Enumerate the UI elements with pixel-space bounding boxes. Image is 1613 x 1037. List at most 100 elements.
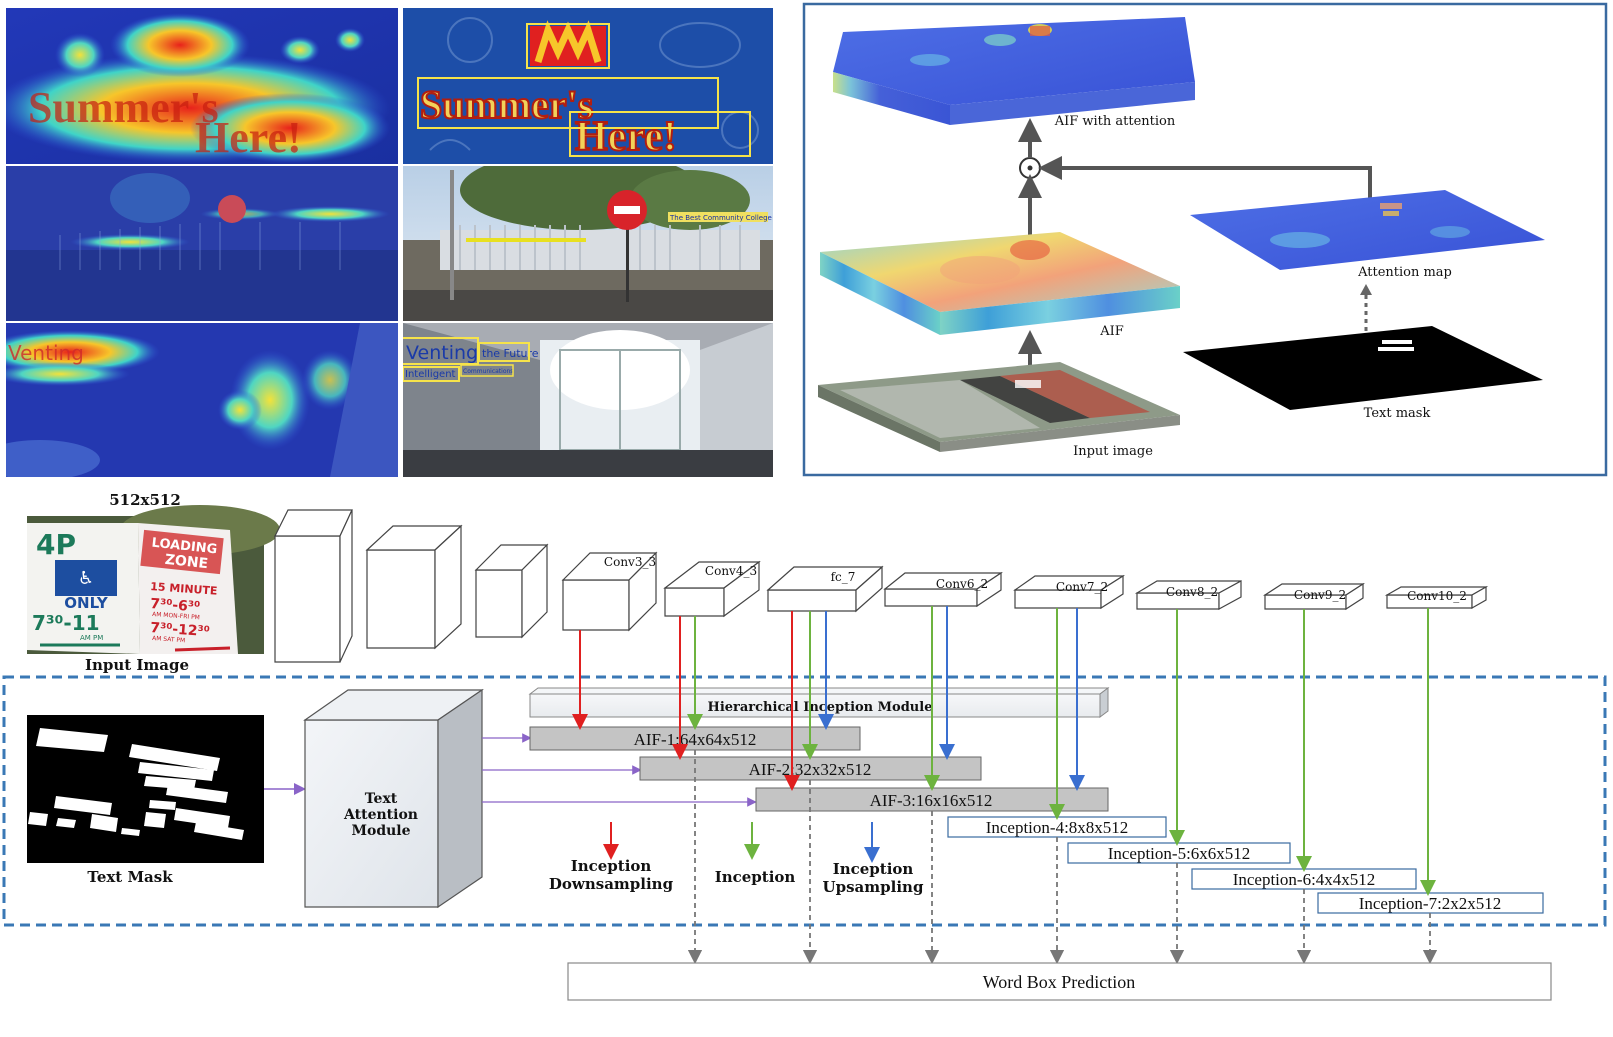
aif-1-label: AIF-1:64x64x512 [634, 730, 757, 749]
heatmap-corridor: Venting [6, 323, 398, 477]
aif-slab [820, 232, 1180, 335]
heatmap-here-text: Here! [195, 113, 302, 162]
text-mask-image [27, 715, 264, 863]
mcdonalds-logo [530, 20, 606, 66]
heatmap-summer-text: Summer's [28, 83, 219, 132]
legend-down-1: Inception [571, 857, 652, 875]
word-box-prediction-box [567, 962, 1552, 1001]
block-1 [274, 509, 353, 663]
attention-map-label: Attention map [1357, 265, 1452, 280]
backbone-blocks [274, 509, 1489, 663]
network-diagram: 512x512 4P ♿ ONLY 7³⁰-11 AM PM LOADING Z… [2, 491, 1607, 1001]
sign-day2: AM SAT PM [152, 635, 186, 644]
block-conv7-2 [1013, 574, 1126, 610]
board-text: The Best Community College [669, 214, 772, 222]
aif-label: AIF [1099, 324, 1124, 339]
block-conv4-3 [663, 560, 761, 618]
input-sign-image: 4P ♿ ONLY 7³⁰-11 AM PM LOADING ZONE 15 M… [27, 505, 280, 654]
block-conv6-2 [883, 571, 1003, 608]
layer-label-conv4-3: Conv4_3 [705, 564, 757, 578]
heatmap-summer-sign: Summer's Here! [6, 8, 398, 164]
aif-attention-label: AIF with attention [1054, 114, 1176, 129]
sign-time-left: 7³⁰-11 [32, 611, 100, 635]
layer-label-conv8-2: Conv8_2 [1166, 585, 1218, 599]
layer-label-conv7-2: Conv7_2 [1056, 580, 1108, 594]
multiply-dot [1027, 165, 1033, 171]
inception-arrows [687, 606, 1436, 896]
photo-grid: Summer's Here! Summer's Here! [6, 8, 773, 477]
det-box-logo [526, 23, 610, 69]
input-image-slab [818, 362, 1180, 452]
legend-up-1: Inception [833, 860, 914, 878]
text-mask-label: Text mask [1364, 406, 1431, 421]
sign-day1: AM MON-FRI PM [152, 611, 200, 621]
block-conv9-2 [1262, 582, 1366, 611]
word-box-prediction-label: Word Box Prediction [983, 972, 1136, 992]
tam-line-1: Text [365, 791, 398, 807]
hierarchical-inception-module [528, 687, 1110, 718]
block-conv8-2 [1134, 579, 1242, 611]
block-fc7 [766, 565, 884, 613]
sign-time1: 7³⁰-6³⁰ [150, 596, 201, 615]
layer-label-fc7: fc_7 [831, 570, 856, 584]
block-conv10-2 [1384, 585, 1489, 610]
photo-fence: The Best Community College [403, 166, 773, 321]
downsampling-arrows [572, 611, 800, 791]
dotted-link-up-arrow [1360, 284, 1372, 295]
inception-4-label: Inception-4:8x8x512 [986, 818, 1129, 837]
layer-label-conv9-2: Conv9_2 [1294, 588, 1346, 602]
photo-corridor: Venting the Future Intelligent Communica… [403, 323, 773, 477]
sign-minute: 15 MINUTE [150, 580, 218, 598]
inception-6-label: Inception-6:4x4x512 [1233, 870, 1376, 889]
attention-map-slab [1190, 190, 1545, 270]
tam-line-2: Attention [343, 807, 418, 823]
block-2 [365, 524, 463, 650]
aif-attention-slab [833, 17, 1195, 125]
venting-text: Venting [406, 342, 478, 364]
detection-here-text: Here! [575, 114, 677, 160]
hierarchical-label: Hierarchical Inception Module [708, 700, 933, 715]
sign-4p: 4P [36, 528, 76, 561]
layer-label-conv6-2: Conv6_2 [936, 577, 988, 591]
inception-5-label: Inception-5:6x6x512 [1108, 844, 1251, 863]
heatmap-fence [6, 166, 398, 321]
detection-summer-text: Summer's [420, 82, 593, 127]
tam-line-3: Module [351, 823, 410, 839]
wheelchair-icon: ♿ [78, 568, 94, 589]
sign-time-left-ampm: AM PM [80, 634, 103, 642]
det-box-summer [417, 77, 719, 129]
input-size-label: 512x512 [109, 491, 181, 509]
sign-zone: ZONE [164, 552, 209, 572]
heatmap-venting-text: Venting [8, 341, 84, 365]
intelligent-text: Intelligent [405, 369, 456, 380]
layer-labels: Conv3_3 Conv4_3 fc_7 Conv6_2 Conv7_2 Con… [604, 555, 1467, 603]
text-attention-module [303, 688, 484, 909]
legend-down-2: Downsampling [549, 875, 674, 893]
future-text: the Future [482, 347, 539, 360]
layer-label-conv3-3: Conv3_3 [604, 555, 656, 569]
communications-text: Communications [463, 368, 513, 375]
input-image-caption: Input Image [85, 656, 189, 674]
legend: Inception Downsampling Inception Incepti… [549, 822, 924, 896]
prediction-arrows [687, 750, 1438, 965]
aif-2-label: AIF-2:32x32x512 [749, 760, 872, 779]
sign-right-arrow [174, 646, 231, 652]
legend-inception: Inception [715, 868, 796, 886]
aif-3-label: AIF-3:16x16x512 [870, 791, 993, 810]
text-mask-slab [1183, 326, 1543, 410]
layer-label-conv10-2: Conv10_2 [1407, 589, 1467, 603]
attention-panel: AIF with attention AIF Attention map [802, 2, 1608, 477]
text-mask-caption: Text Mask [87, 868, 173, 886]
sign-only: ONLY [64, 594, 109, 612]
attention-module-frame [2, 675, 1607, 927]
sign-time2: 7³⁰-12³⁰ [150, 620, 211, 640]
upsampling-arrows [818, 606, 1085, 791]
detection-summer-sign: Summer's Here! [403, 8, 773, 164]
det-box-here [569, 111, 751, 157]
sign-loading: LOADING [151, 536, 218, 558]
block-conv3-3 [561, 551, 658, 632]
inception-7-label: Inception-7:2x2x512 [1359, 894, 1502, 913]
block-3 [474, 543, 549, 639]
legend-up-2: Upsampling [823, 878, 924, 896]
